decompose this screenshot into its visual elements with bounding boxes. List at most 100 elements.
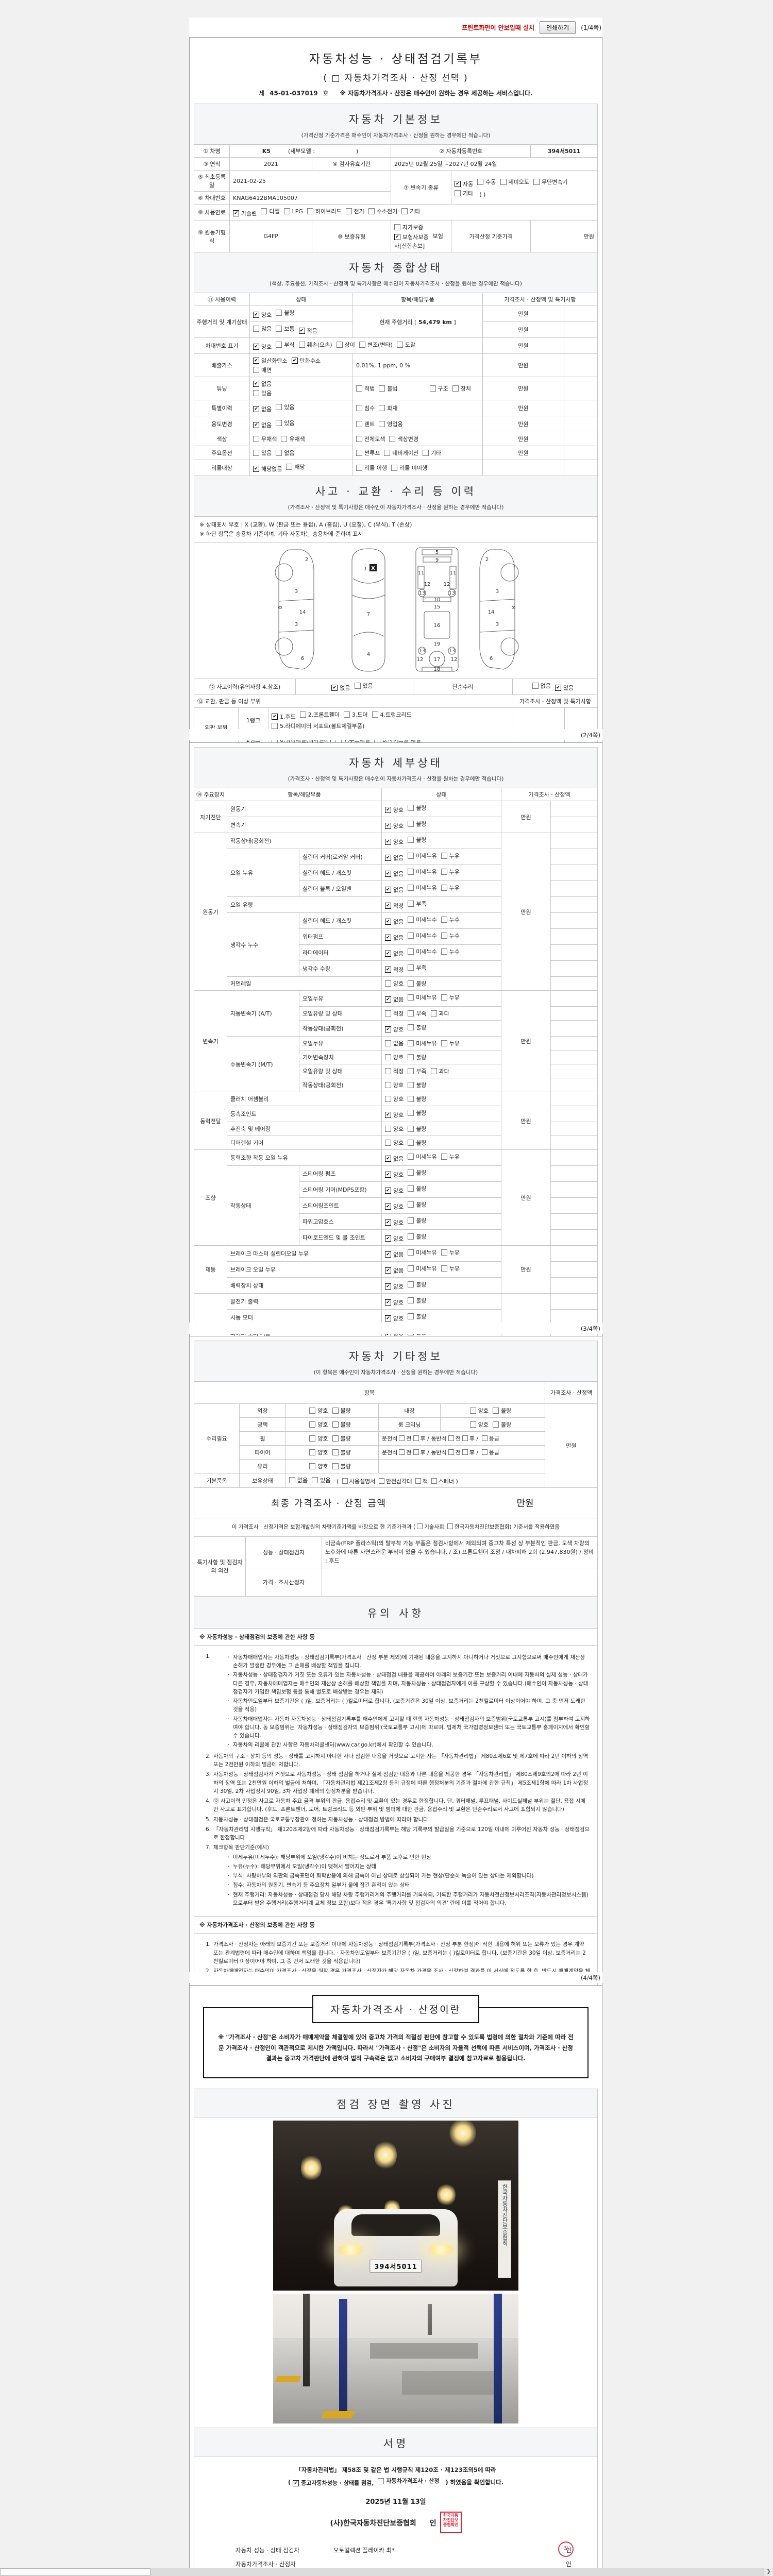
checkbox-unchecked: 하이브리드 — [307, 207, 342, 215]
inspection-photo-front: 394서5011 한국자동차진단보증협회 — [273, 2121, 518, 2291]
table-row: 수리필요 외장 양호 불량 내장 양호 불량 만원 — [194, 1403, 598, 1488]
price-basis-note: 이 가격조사 · 산정가격은 보험개발원의 차량기준가액을 바탕으로 한 기준가… — [194, 1518, 598, 1537]
checkbox-checked: ✔없음 — [385, 1250, 404, 1259]
checkbox-unchecked: 상이 — [336, 341, 355, 349]
table-row: 휠 양호 불량 운전석 전 후 / 동반석 전 후 / 응급 — [194, 1431, 598, 1446]
checkbox-unchecked: 훼손(오손) — [298, 341, 332, 349]
checkbox-unchecked: 있음 — [276, 403, 295, 411]
seal-char: 인 — [429, 2519, 436, 2528]
table-row: 오일유량 및 상태 적정 부족 과다 — [194, 1064, 598, 1078]
checkbox-unchecked: 세미오토 — [500, 178, 529, 186]
checkbox-unchecked: 3.도어 — [343, 710, 368, 719]
checkbox-checked: ✔양호 — [385, 838, 404, 846]
document-number-line: 제 45-01-037019 호 ※ 자동차가격조사 · 산정은 매수인이 원하… — [259, 90, 533, 97]
section-title: 자동차 세부상태 — [349, 757, 443, 769]
checkbox-unchecked: 불량 — [408, 1139, 427, 1147]
checkbox-unchecked — [431, 1478, 437, 1484]
checkbox-unchecked: 매연 — [253, 366, 272, 374]
checkbox-unchecked: 미세누수 — [408, 947, 437, 956]
checkbox-unchecked: 양호 — [469, 1420, 489, 1429]
svg-text:19: 19 — [434, 641, 441, 647]
svg-text:14: 14 — [488, 609, 495, 615]
table-row: 오일 유량 ✔ 적정 부족 — [194, 896, 598, 913]
checkbox-unchecked: 부족 — [408, 1067, 427, 1075]
checkbox-unchecked: 부족 — [408, 900, 427, 908]
checkbox-checked: ✔양호 — [385, 1111, 404, 1119]
svg-text:2: 2 — [305, 557, 308, 563]
checkbox-checked: ✔ 해당없음 — [253, 465, 282, 473]
table-row: 용도변경 ✔ 없음 있음 렌트 영업용 만원 — [194, 416, 598, 432]
checkbox-unchecked: 불량 — [276, 309, 295, 317]
checkbox-unchecked — [448, 1435, 454, 1441]
svg-text:8: 8 — [510, 606, 516, 609]
table-row: ⑤ 최초등록일 2021-02-25 ⑦ 변속기 종류 ✔ 자동 수동 세미오토 무단변속기 기… — [194, 170, 598, 205]
checkbox-checked: ✔없음 — [385, 995, 404, 1004]
checkbox-unchecked: 양호 — [309, 1434, 328, 1443]
checkbox-checked: ✔ 있음 — [555, 684, 574, 692]
table-row: 추진축 및 베어링 양호 불량 — [194, 1122, 598, 1136]
table-row: ① 차명 K5 (세부모델 :) ② 자동차등록번호 394서5011 — [194, 144, 598, 158]
checkbox-unchecked: 불량 — [408, 1280, 427, 1289]
car-in-photo: 394서5011 — [334, 2209, 458, 2287]
svg-text:15: 15 — [434, 604, 441, 610]
scrollbar-thumb[interactable] — [0, 2568, 150, 2575]
checkbox-unchecked: 미세누수 — [408, 916, 437, 924]
table-row: 자기진단 원동기 ✔ 양호 불량 만원 — [194, 801, 598, 833]
table-row: 스티어링조인트 ✔ 양호 불량 — [194, 1197, 598, 1214]
svg-text:12: 12 — [417, 657, 424, 663]
checkbox-checked: ✔양호 — [385, 1282, 404, 1291]
section-subtitle: (색상, 주요옵션, 가격조사 · 산정액 및 특기사항은 매수인이 자동차가격… — [270, 281, 522, 287]
table-row: 원동기 작동상태(공회전) ✔ 양호 불량 만원 — [194, 833, 598, 991]
checkbox-unchecked: 5.라디에이터 서포트(볼트체결부품) — [272, 722, 364, 730]
notice-subheader-1: ※ 자동차성능 · 상태점검의 보증에 관한 사항 등 — [194, 1628, 598, 1646]
inspection-photo-bay — [273, 2294, 518, 2424]
checkbox-unchecked: 과다 — [430, 1067, 449, 1075]
price-survey-explained-box: 자동차가격조사 · 산정이란 ※ "가격조사 · 산정"은 소비자가 매매계약을… — [203, 1995, 589, 2079]
checkbox-unchecked: 전기 — [345, 207, 364, 215]
checkbox-unchecked: 있음 — [253, 389, 272, 397]
checkbox-checked: ✔없음 — [253, 405, 272, 413]
checkbox-checked: ✔ 자동 — [455, 180, 473, 188]
document-number: 45-01-037019 — [270, 90, 318, 97]
checkbox-unchecked — [462, 1449, 468, 1455]
inspector-stamp-icon: 최 — [558, 2541, 574, 2557]
checkbox-unchecked: 리콜 미이행 — [391, 464, 427, 472]
checkbox-unchecked: 양호 — [385, 979, 404, 988]
checkbox-unchecked: 적정 — [385, 1009, 404, 1018]
notice-item: 5. 자동차성능 · 상태점검은 국토교통부장관이 정하는 자동차성능 · 상태점… — [205, 1816, 430, 1823]
sign-date: 2025년 11월 13일 — [365, 2498, 426, 2506]
checkbox-unchecked: 미세누유 — [408, 993, 437, 1002]
print-button[interactable]: 인쇄하기 — [540, 21, 576, 34]
checkbox-unchecked: 누유 — [441, 993, 460, 1002]
confirm-line-2: ( ✔ 중고자동차성능 · 상태를 점검, 자동차가격조사 · 산정 ) 하였음을 … — [199, 2476, 592, 2489]
print-toolbar: 프린트화면이 안보일때 설치 인쇄하기 (1/4쪽) — [189, 18, 602, 37]
table-row: 동력전달 클러치 어셈블리 양호 불량 만원 — [194, 1092, 598, 1150]
etc-info-table: 항목 가격조사 · 산정액 수리필요 외장 양호 불량 내장 양호 불량 만원 광택 양호 불량 룸 크리… — [194, 1381, 598, 1488]
checkbox-unchecked: 부식 — [276, 341, 295, 349]
notice-items-1: 1. · 자동차매매업자는 자동차성능 · 상태점검기록부(가격조사 · 산정 부분… — [194, 1645, 598, 1917]
checkbox-unchecked: 있음 — [253, 449, 272, 457]
checkbox-unchecked: 미세누유 — [408, 1153, 437, 1161]
checkbox-unchecked: 있음 — [312, 1476, 331, 1484]
checkbox-unchecked: 누수 — [441, 931, 460, 940]
svg-text:3: 3 — [496, 589, 499, 595]
checkbox-unchecked: 양호 — [309, 1420, 328, 1429]
checkbox-checked: ✔양호 — [385, 1298, 404, 1307]
table-row: ⑬ 교환, 판금 등 이상 부위 가격조사 · 산정액 및 특기사항 — [194, 694, 598, 708]
checkbox-unchecked: 양호 — [385, 1139, 404, 1147]
checkbox-checked: ✔없음 — [385, 950, 404, 958]
table-row: 커먼레일 양호 불량 — [194, 976, 598, 991]
checkbox-unchecked: 누수 — [441, 947, 460, 956]
checkbox-unchecked: 불량 — [332, 1434, 351, 1443]
checkbox-unchecked: 구조 — [429, 384, 448, 393]
checkbox-unchecked: 있음 — [354, 682, 373, 690]
checkbox-unchecked: 4.트렁크리드 — [372, 710, 412, 719]
checkbox-checked: ✔ 적정 — [385, 965, 404, 974]
final-amount-label: 최종 가격조사 · 산정 금액 — [271, 1498, 387, 1509]
scrollbar-right-arrow[interactable]: ❯ — [764, 2568, 773, 2576]
horizontal-scrollbar[interactable]: ❯ — [0, 2568, 773, 2576]
checkbox-unchecked: 불량 — [408, 1312, 427, 1320]
page-3: 자동차 기타정보 (이 항목은 매수인이 자동차가격조사 · 산정을 원하는 경… — [189, 1336, 602, 2044]
checkbox-unchecked — [415, 1478, 422, 1484]
notice-item: 1. · 자동차매매업자는 자동차성능 · 상태점검기록부(가격조사 · 산정 부분… — [205, 1653, 590, 1749]
